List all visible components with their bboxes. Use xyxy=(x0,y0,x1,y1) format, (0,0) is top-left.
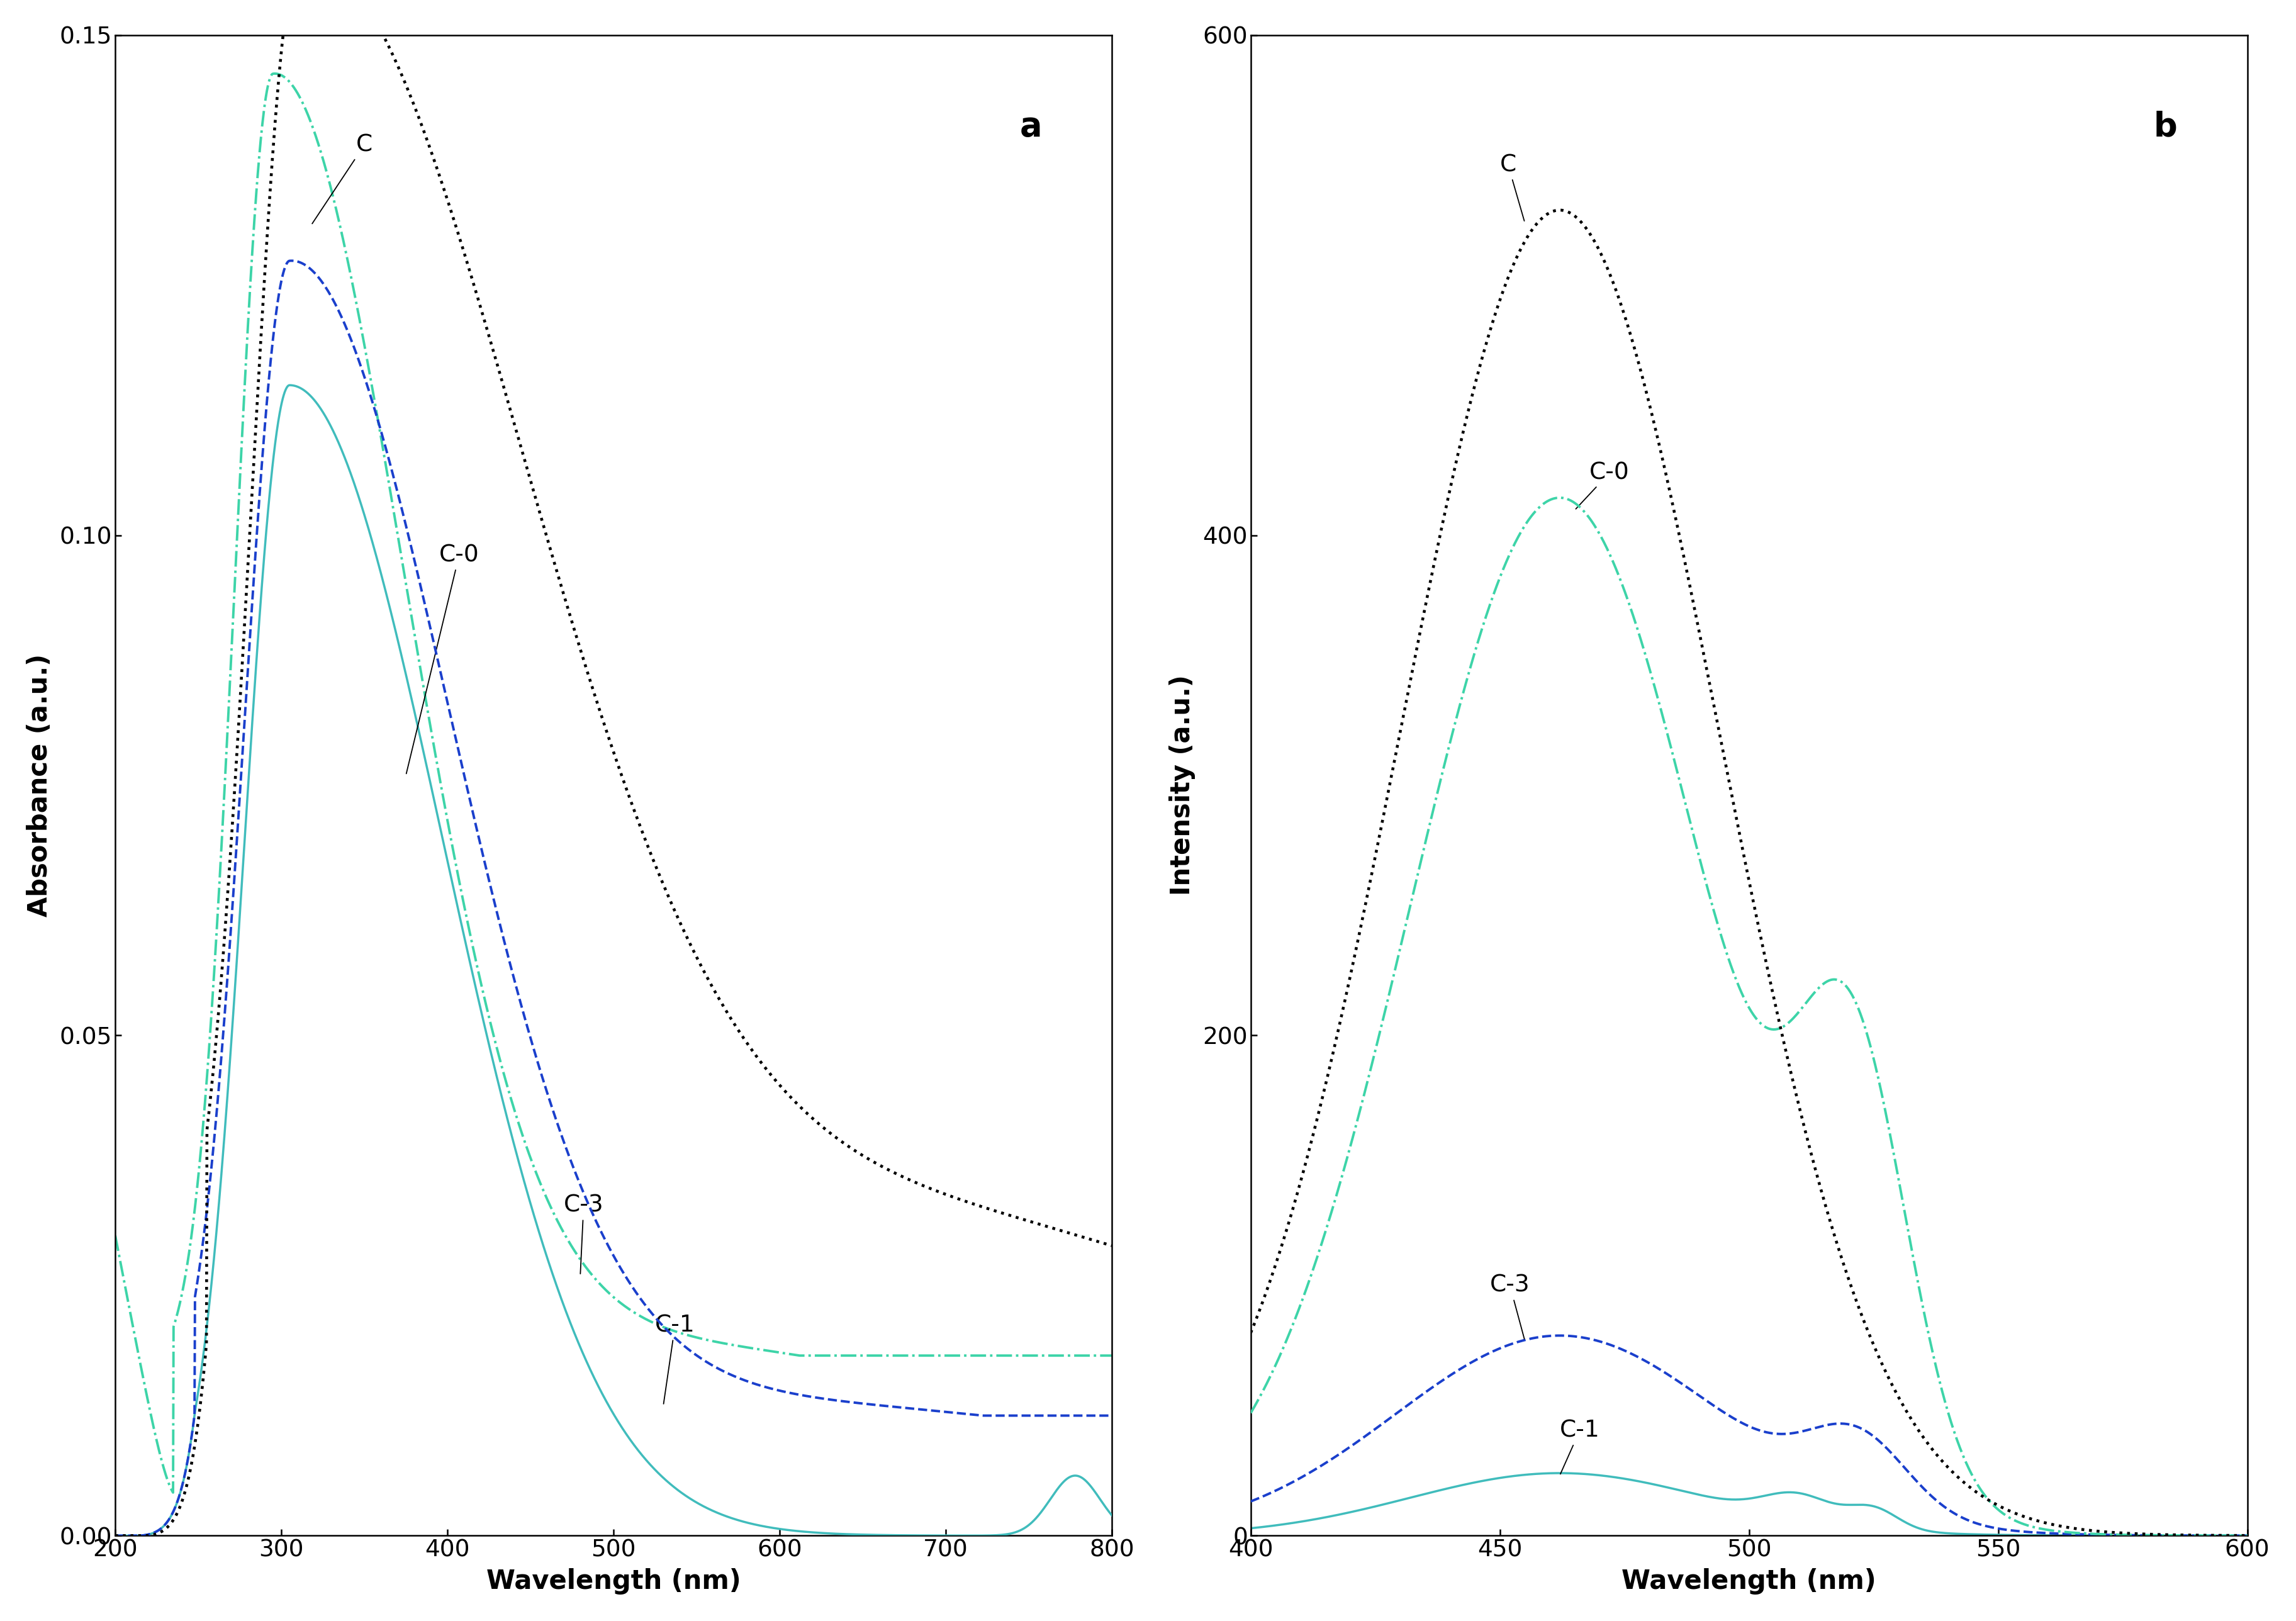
Text: C-1: C-1 xyxy=(654,1315,696,1404)
Text: C-3: C-3 xyxy=(563,1195,604,1274)
Text: C: C xyxy=(312,135,372,224)
Text: C-1: C-1 xyxy=(1559,1420,1600,1473)
X-axis label: Wavelength (nm): Wavelength (nm) xyxy=(487,1569,742,1595)
Text: C-0: C-0 xyxy=(1575,462,1630,509)
Text: C-0: C-0 xyxy=(406,545,480,773)
Text: b: b xyxy=(2154,110,2177,143)
Text: C-3: C-3 xyxy=(1490,1274,1529,1339)
Y-axis label: Absorbance (a.u.): Absorbance (a.u.) xyxy=(25,653,53,917)
X-axis label: Wavelength (nm): Wavelength (nm) xyxy=(1621,1569,1876,1595)
Text: a: a xyxy=(1019,110,1042,143)
Text: C: C xyxy=(1499,154,1525,220)
Y-axis label: Intensity (a.u.): Intensity (a.u.) xyxy=(1169,674,1196,896)
